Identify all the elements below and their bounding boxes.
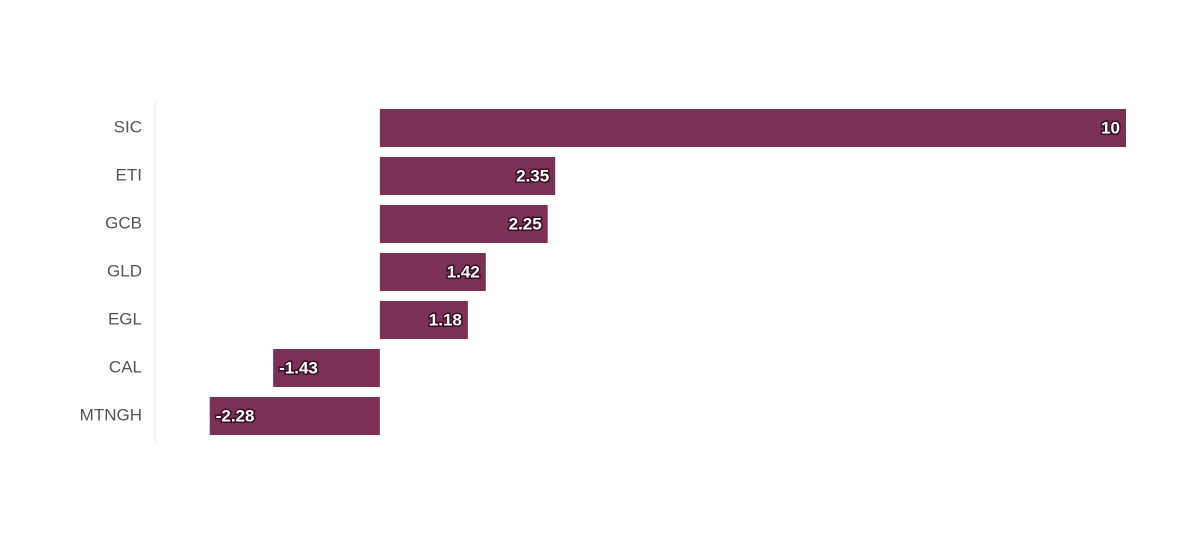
value-label: 1.18 — [429, 310, 462, 329]
y-tick-label: GCB — [105, 213, 142, 232]
value-label: 2.35 — [516, 166, 549, 185]
bar — [209, 397, 380, 435]
value-label: -2.28 — [216, 406, 255, 425]
bar — [273, 349, 380, 387]
value-label: -1.43 — [279, 358, 318, 377]
bar — [379, 109, 1126, 147]
y-tick-label: CAL — [109, 357, 142, 376]
value-label: 1.42 — [447, 262, 480, 281]
bar — [379, 253, 486, 291]
y-tick-label: ETI — [116, 165, 142, 184]
y-tick-label: MTNGH — [80, 405, 142, 424]
y-tick-label: GLD — [107, 261, 142, 280]
bar — [379, 205, 548, 243]
value-label: 2.25 — [509, 214, 542, 233]
y-tick-label: SIC — [114, 117, 142, 136]
y-tick-label: EGL — [108, 309, 142, 328]
value-label: 10 — [1101, 118, 1120, 137]
bar — [379, 157, 556, 195]
bar — [379, 301, 468, 339]
